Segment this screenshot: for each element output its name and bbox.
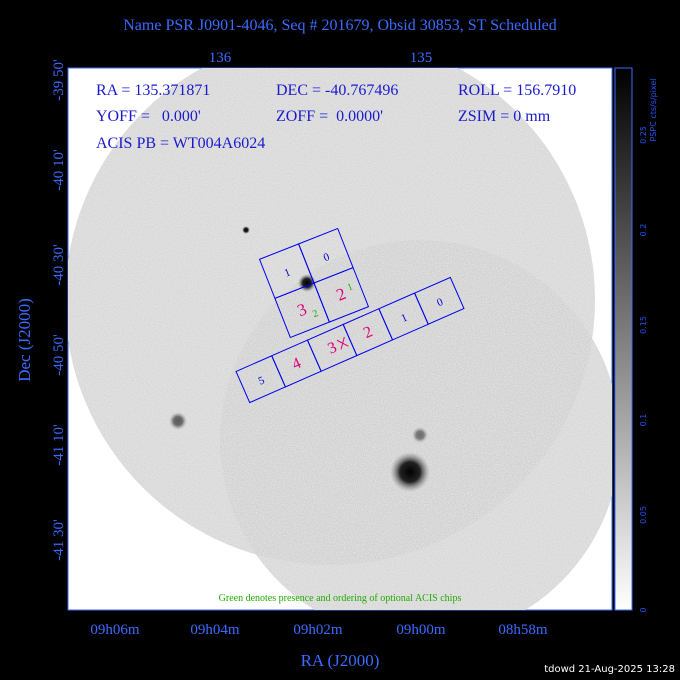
info-zsim: ZSIM = 0 mm xyxy=(458,108,551,125)
top-tick-label: 135 xyxy=(410,50,433,66)
dec-tick-label: -41 10' xyxy=(51,424,67,466)
info-yoff: YOFF = 0.000' xyxy=(96,108,201,125)
info-acis-pb: ACIS PB = WT004A6024 xyxy=(96,135,265,152)
chip-label: 1 xyxy=(283,266,293,279)
colorbar-label: PSPC cts/s/pixel xyxy=(649,78,658,141)
ra-axis-label: RA (J2000) xyxy=(301,651,380,670)
title: Name PSR J0901-4046, Seq # 201679, Obsid… xyxy=(123,17,556,34)
chip-label: 0 xyxy=(435,296,445,309)
chip-outline xyxy=(313,266,370,323)
ra-tick-label: 09h02m xyxy=(293,622,343,638)
colorbar-tick-label: 0.05 xyxy=(639,506,648,524)
sky-image xyxy=(68,68,612,610)
colorbar-tick-label: 0.15 xyxy=(639,316,648,334)
info-roll: ROLL = 156.7910 xyxy=(458,82,576,99)
colorbar-tick-label: 0.2 xyxy=(639,224,648,237)
ra-tick-label: 09h00m xyxy=(396,622,446,638)
chip-label: 5 xyxy=(257,374,267,387)
dec-tick-label: -41 30' xyxy=(51,519,67,561)
colorbar xyxy=(614,67,633,611)
chip-label: 1 xyxy=(399,312,409,325)
chip-outline xyxy=(413,276,465,325)
colorbar-tick-label: 0.1 xyxy=(639,414,648,427)
ra-tick-label: 08h58m xyxy=(498,622,548,638)
optional-chip-label: 1 xyxy=(346,282,355,294)
colorbar-tick-label: 0 xyxy=(639,607,648,612)
dec-tick-label: -40 50' xyxy=(51,334,67,376)
top-tick-label: 136 xyxy=(209,50,232,66)
dec-tick-label: -39 50' xyxy=(51,59,67,101)
note: Green denotes presence and ordering of o… xyxy=(219,593,462,604)
aimpoint xyxy=(336,336,349,350)
footer: tdowd 21-Aug-2025 13:28 xyxy=(544,664,675,675)
optional-chip-label: 2 xyxy=(311,308,320,320)
info-dec: DEC = -40.767496 xyxy=(276,82,398,99)
ra-tick-label: 09h04m xyxy=(190,622,240,638)
colorbar-tick-label: 0.25 xyxy=(639,126,648,144)
info-ra: RA = 135.371871 xyxy=(96,82,210,99)
dec-axis-label: Dec (J2000) xyxy=(15,298,34,382)
chip-label: 0 xyxy=(322,251,332,264)
dec-tick-label: -40 10' xyxy=(51,149,67,191)
ra-tick-label: 09h06m xyxy=(90,622,140,638)
dec-tick-label: -40 30' xyxy=(51,244,67,286)
info-zoff: ZOFF = 0.0000' xyxy=(276,108,383,125)
